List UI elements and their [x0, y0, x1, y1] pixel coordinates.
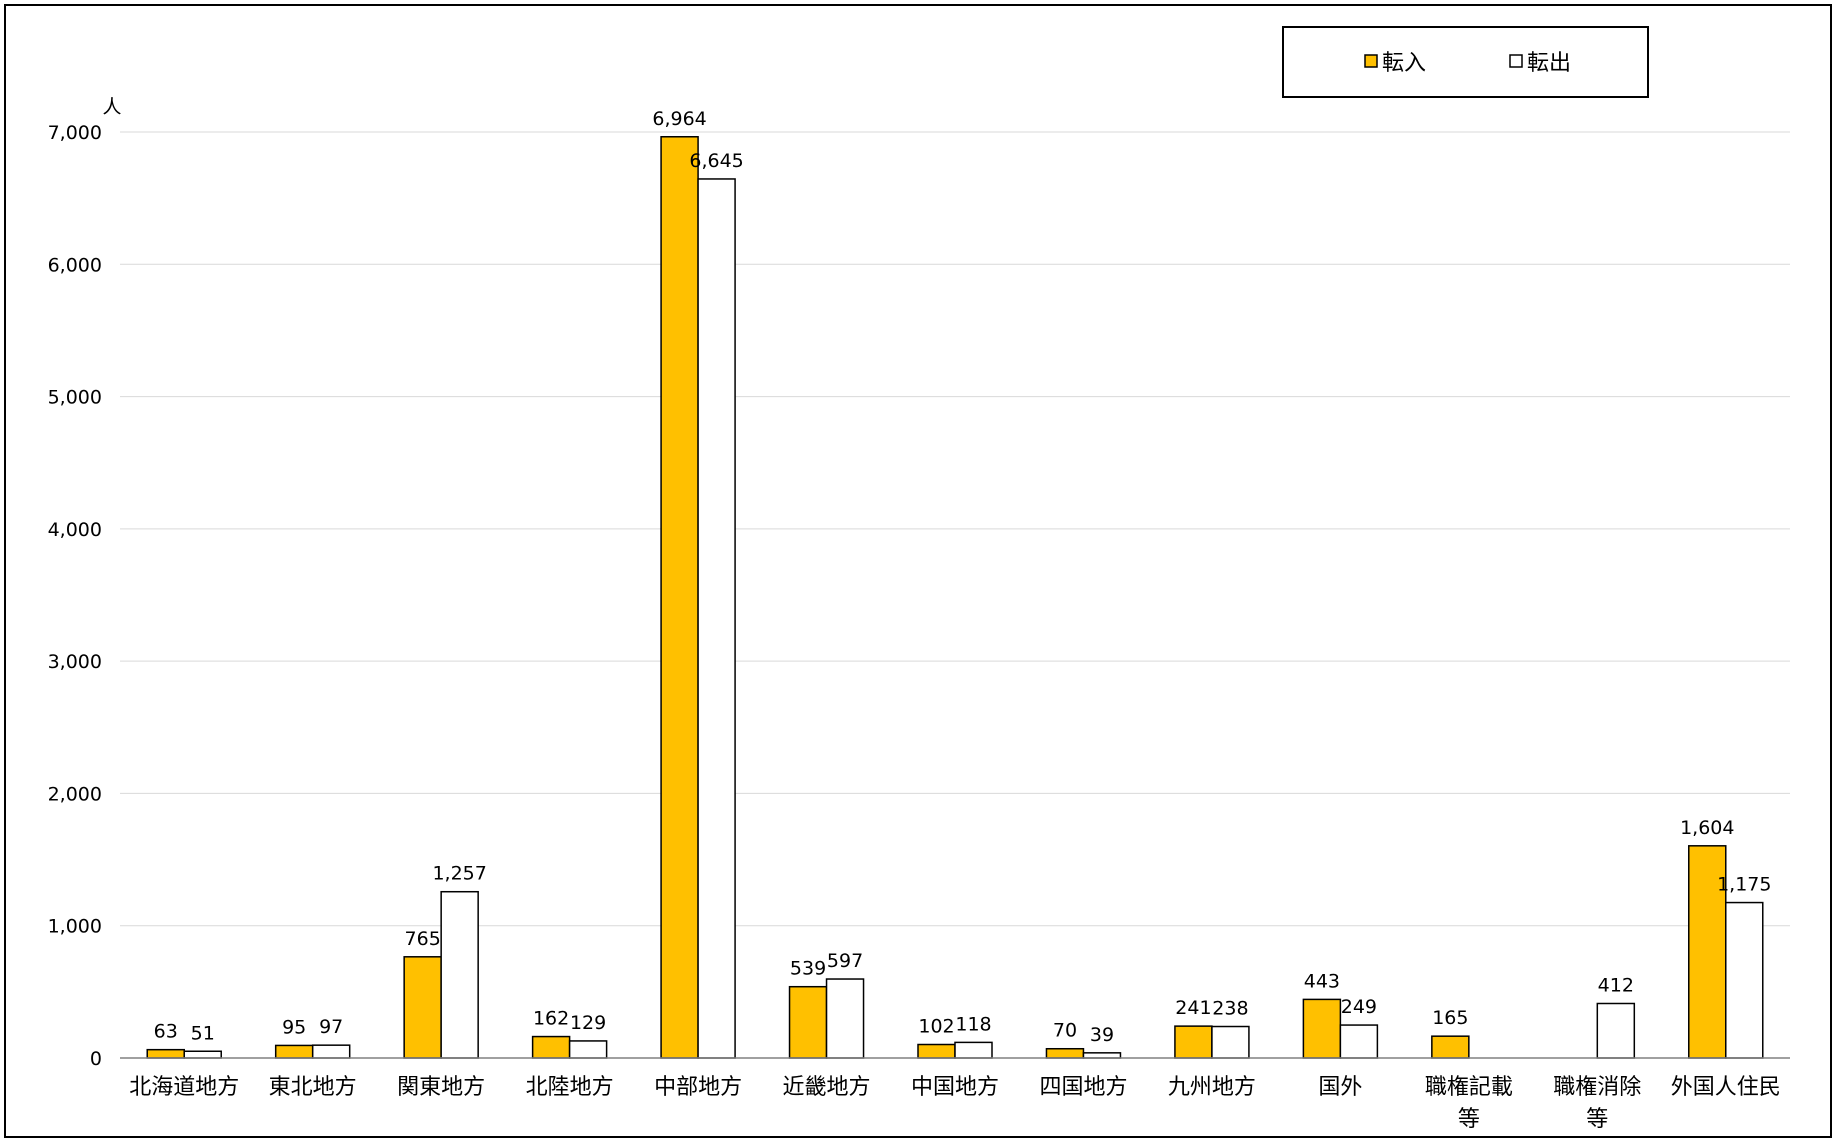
- bar-tenshutsu: [183, 1050, 222, 1059]
- data-label: 95: [282, 1016, 306, 1038]
- bar-tennyu: [1045, 1047, 1085, 1059]
- bar-tenshutsu: [1596, 1002, 1636, 1059]
- bar-tennyu: [531, 1035, 571, 1059]
- category-label: 北海道地方: [129, 1075, 239, 1100]
- data-label: 249: [1341, 996, 1377, 1018]
- data-label: 412: [1598, 974, 1634, 996]
- y-tick-label: 7,000: [48, 122, 102, 144]
- y-axis: 0 1,000 2,000 3,000 4,000 5,000 6,000 7,000: [48, 122, 102, 1070]
- category-label: 四国地方: [1039, 1075, 1127, 1100]
- bar-tennyu: [1302, 998, 1342, 1059]
- data-label: 1,257: [432, 863, 486, 885]
- bar-tenshutsu: [1211, 1025, 1250, 1059]
- category-label: 外国人住民: [1671, 1075, 1781, 1100]
- category-label: 関東地方: [397, 1075, 485, 1100]
- bar-tennyu: [274, 1044, 314, 1059]
- bar-tennyu: [917, 1043, 956, 1059]
- data-label: 162: [533, 1008, 569, 1030]
- legend-swatch-tenshutsu: [1509, 54, 1523, 68]
- data-label: 443: [1304, 970, 1340, 992]
- bar-tennyu: [660, 136, 699, 1059]
- data-label: 165: [1432, 1007, 1468, 1029]
- data-label: 102: [918, 1016, 954, 1038]
- bar-tenshutsu: [311, 1044, 351, 1059]
- y-tick-label: 4,000: [48, 519, 102, 541]
- y-axis-unit: 人: [102, 96, 121, 118]
- data-label: 241: [1175, 997, 1211, 1019]
- bar-tennyu: [403, 956, 442, 1059]
- data-label: 118: [955, 1013, 991, 1035]
- chart-frame: [4, 4, 1832, 1138]
- bar-tennyu: [1174, 1025, 1213, 1059]
- data-label: 238: [1212, 998, 1248, 1020]
- bar-tennyu: [146, 1048, 185, 1059]
- category-label: 等: [1586, 1107, 1608, 1132]
- legend-box: [1282, 26, 1649, 98]
- category-labels: 北海道地方 東北地方 関東地方 北陸地方 中部地方 近畿地方 中国地方 四国地方 九州地方 国外 職…: [129, 1075, 1781, 1132]
- bar-tenshutsu: [954, 1041, 993, 1059]
- data-label: 63: [154, 1021, 178, 1043]
- bar-tenshutsu: [825, 978, 865, 1059]
- category-label: 北陸地方: [526, 1075, 614, 1100]
- data-label: 765: [405, 928, 441, 950]
- data-label: 1,604: [1680, 817, 1734, 839]
- bar-tenshutsu: [1339, 1024, 1379, 1059]
- y-tick-label: 5,000: [48, 387, 102, 409]
- bar-tenshutsu: [568, 1040, 608, 1059]
- y-tick-label: 6,000: [48, 254, 102, 276]
- bar-tenshutsu: [440, 890, 479, 1059]
- bar-tennyu: [1431, 1035, 1470, 1059]
- data-label: 6,964: [652, 108, 706, 130]
- data-label: 539: [790, 958, 826, 980]
- bar-tennyu: [788, 985, 828, 1059]
- y-tick-label: 1,000: [48, 916, 102, 938]
- data-label: 39: [1090, 1024, 1114, 1046]
- category-label: 等: [1458, 1107, 1480, 1132]
- category-label: 東北地方: [269, 1075, 357, 1100]
- bar-tenshutsu: [1082, 1052, 1122, 1059]
- data-label: 97: [319, 1016, 343, 1038]
- category-label: 中国地方: [911, 1075, 999, 1100]
- y-tick-label: 0: [90, 1048, 102, 1070]
- data-label: 129: [570, 1012, 606, 1034]
- legend-label-tennyu: 転入: [1382, 51, 1426, 76]
- legend: 転入 転出: [1282, 26, 1649, 98]
- data-label: 1,175: [1717, 874, 1771, 896]
- category-label: 国外: [1318, 1075, 1362, 1100]
- bar-tenshutsu: [1725, 901, 1764, 1059]
- data-labels: 63 51 95 97 765 1,257 162 129 6,964 6,645 539 597 10…: [154, 108, 1772, 1046]
- data-label: 70: [1053, 1020, 1077, 1042]
- category-label: 職権記載: [1425, 1075, 1513, 1100]
- legend-swatch-tennyu: [1364, 54, 1378, 68]
- data-label: 597: [827, 950, 863, 972]
- legend-label-tenshutsu: 転出: [1527, 51, 1571, 76]
- data-label: 6,645: [689, 150, 743, 172]
- data-label: 51: [191, 1022, 215, 1044]
- category-label: 近畿地方: [783, 1075, 871, 1100]
- gridlines: [120, 131, 1790, 927]
- category-label: 中部地方: [654, 1075, 742, 1100]
- bar-tenshutsu: [697, 178, 736, 1059]
- y-tick-label: 2,000: [48, 783, 102, 805]
- y-tick-label: 3,000: [48, 651, 102, 673]
- bars: [146, 136, 1764, 1059]
- bar-tennyu: [1688, 845, 1727, 1059]
- category-label: 九州地方: [1168, 1075, 1256, 1100]
- category-label: 職権消除: [1553, 1075, 1641, 1100]
